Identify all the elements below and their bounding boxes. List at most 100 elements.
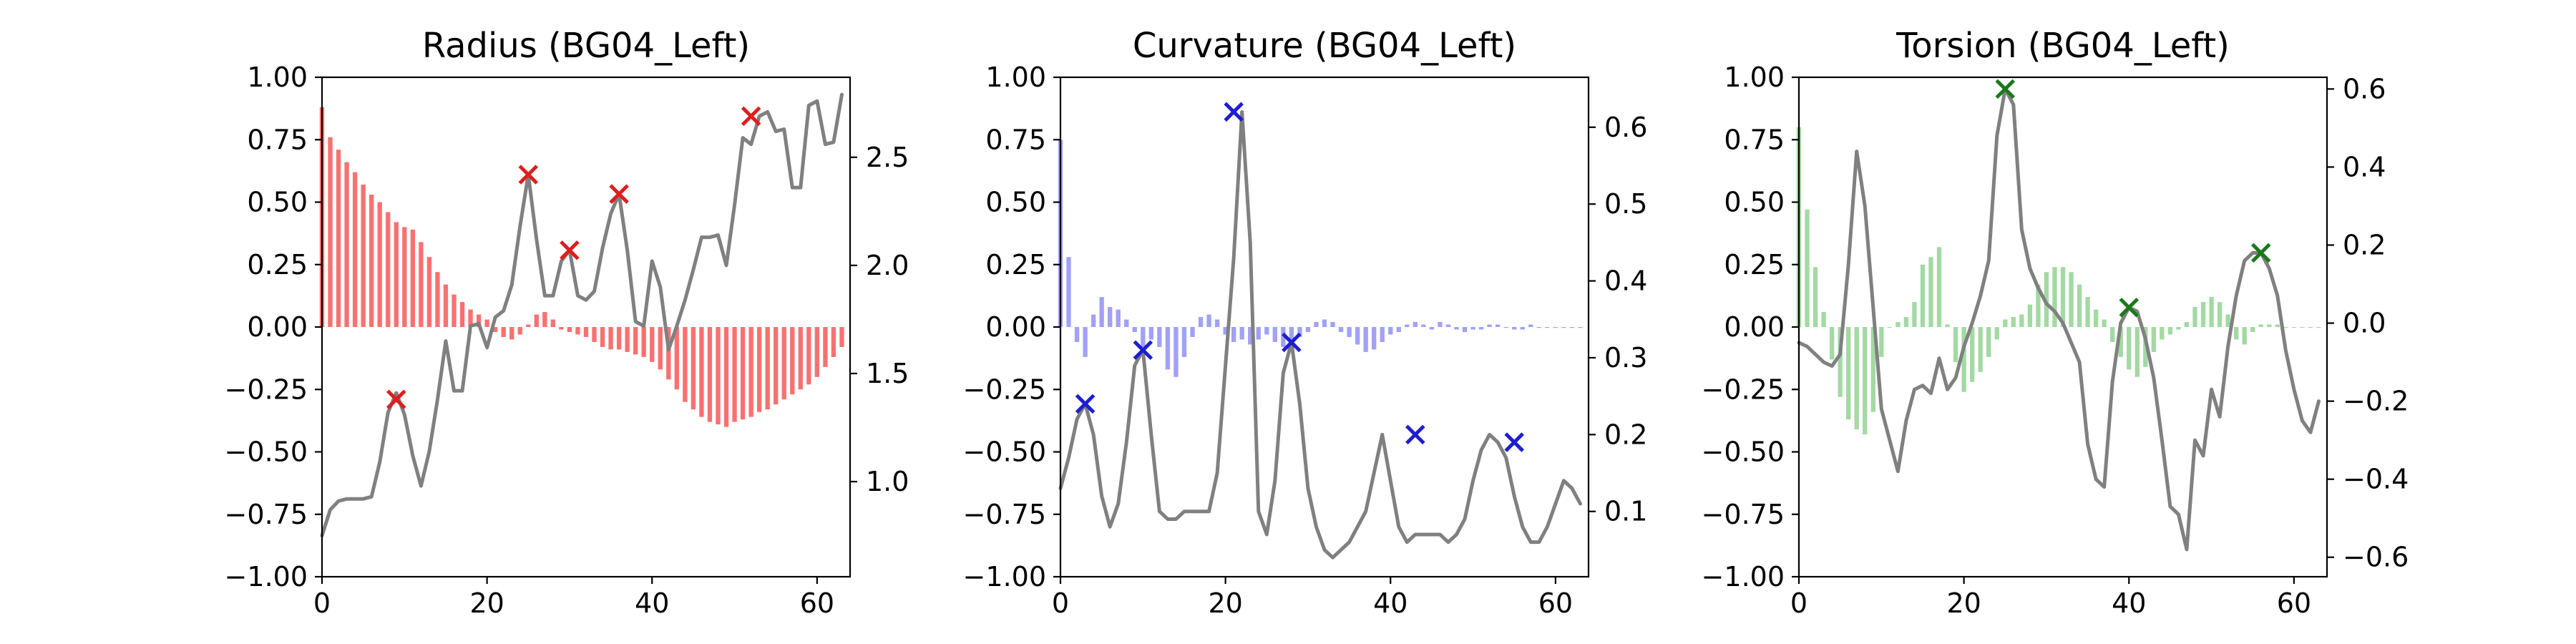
bar (740, 327, 746, 420)
bar (328, 137, 333, 327)
peak-marker (741, 106, 761, 127)
peak-marker (1075, 394, 1096, 414)
bar (2160, 327, 2165, 340)
bar (2027, 304, 2033, 327)
bar (765, 327, 770, 410)
series-line (1058, 109, 1582, 560)
peak-marker (1282, 332, 1302, 353)
peak-marker (2119, 297, 2140, 318)
bar (542, 312, 547, 327)
peak-marker (2250, 243, 2271, 263)
left-y-tick-label: 0.75 (1724, 124, 1785, 155)
bar (336, 150, 341, 327)
bar (2069, 272, 2074, 327)
bar (2283, 327, 2288, 328)
bar (1099, 297, 1104, 327)
left-y-tick-label: −0.25 (963, 374, 1046, 405)
bar (1986, 327, 1991, 357)
bar (402, 227, 407, 327)
left-y-tick-label: 0.75 (247, 124, 308, 155)
bar (1445, 324, 1451, 327)
bar (1174, 327, 1179, 377)
right-y-tick-label: 0.2 (1604, 419, 1647, 450)
left-y-tick-label: 0.25 (1724, 249, 1785, 280)
bar (1132, 327, 1137, 332)
left-y-tick-label: −1.00 (1702, 561, 1785, 592)
bar (1870, 327, 1875, 412)
bar (1936, 247, 1942, 327)
bar (435, 272, 440, 327)
left-y-tick-label: 0.00 (247, 311, 308, 343)
chart-title-curvature: Curvature (BG04_Left) (1133, 26, 1516, 66)
left-y-tick-label: −0.25 (1702, 374, 1785, 405)
bar (1520, 327, 1525, 330)
bar (650, 327, 655, 362)
right-y-tick-label: 0.1 (1604, 496, 1647, 527)
bar (1528, 324, 1533, 327)
bar (2250, 327, 2255, 332)
bar (823, 327, 828, 367)
bar (501, 327, 506, 337)
x-tick-label: 20 (1946, 587, 1981, 619)
panel-torsion: Torsion (BG04_Left) 0 20 40 60 −1.00 −0.75 −0.… (1702, 26, 2409, 619)
bar (476, 314, 482, 327)
bar (1896, 322, 1901, 327)
bar (1396, 327, 1401, 332)
chart-title-torsion: Torsion (BG04_Left) (1896, 26, 2230, 66)
right-y-tick-label: −0.2 (2343, 386, 2409, 417)
bar (484, 319, 489, 327)
bar (1066, 257, 1071, 327)
bar (1854, 327, 1859, 430)
bar (831, 327, 836, 357)
bar (1256, 327, 1261, 340)
right-y-tick-label: 0.0 (2343, 308, 2386, 339)
bar (1846, 327, 1851, 420)
bar (2275, 324, 2280, 327)
bar (1578, 327, 1583, 328)
bar (1083, 327, 1088, 357)
bar (369, 195, 374, 327)
bar (2060, 267, 2066, 327)
bar (707, 327, 713, 422)
bar (2052, 267, 2057, 327)
bar (352, 172, 358, 327)
left-y-tick-label: 1.00 (1724, 62, 1785, 93)
peak-marker (1133, 340, 1153, 360)
bar (1248, 327, 1253, 345)
bar (658, 327, 663, 370)
bar (1198, 317, 1204, 327)
bar (1148, 327, 1154, 340)
bar (1108, 307, 1113, 327)
right-y-tick-label: 1.0 (866, 466, 909, 497)
bar (691, 327, 696, 410)
left-y-tick-label: 0.50 (985, 187, 1046, 218)
bar (683, 327, 688, 402)
right-y-tick-label: 0.4 (2343, 151, 2386, 182)
peak-marker (1405, 424, 1425, 445)
bar (798, 327, 803, 390)
peak-marker (1504, 432, 1524, 452)
left-y-tick-label: 0.25 (985, 249, 1046, 280)
bar (1928, 257, 1933, 327)
bar (2300, 327, 2305, 328)
bar (1074, 327, 1080, 342)
left-y-tick-label: 1.00 (247, 62, 308, 93)
bar (1438, 322, 1443, 327)
bar (2085, 297, 2090, 327)
bar (452, 294, 457, 327)
bar (1903, 317, 1909, 327)
left-y-tick-label: −1.00 (963, 561, 1046, 592)
bar (1545, 327, 1550, 328)
bar (1879, 327, 1884, 357)
bar (567, 327, 572, 332)
bar (1388, 327, 1393, 335)
bar (2258, 324, 2263, 327)
bar (443, 284, 449, 327)
bar (1805, 209, 1810, 327)
bar (2011, 317, 2016, 327)
bar (394, 222, 399, 327)
bar (781, 327, 786, 400)
bar (1355, 327, 1360, 345)
bar (2044, 272, 2049, 327)
bar (732, 327, 737, 422)
